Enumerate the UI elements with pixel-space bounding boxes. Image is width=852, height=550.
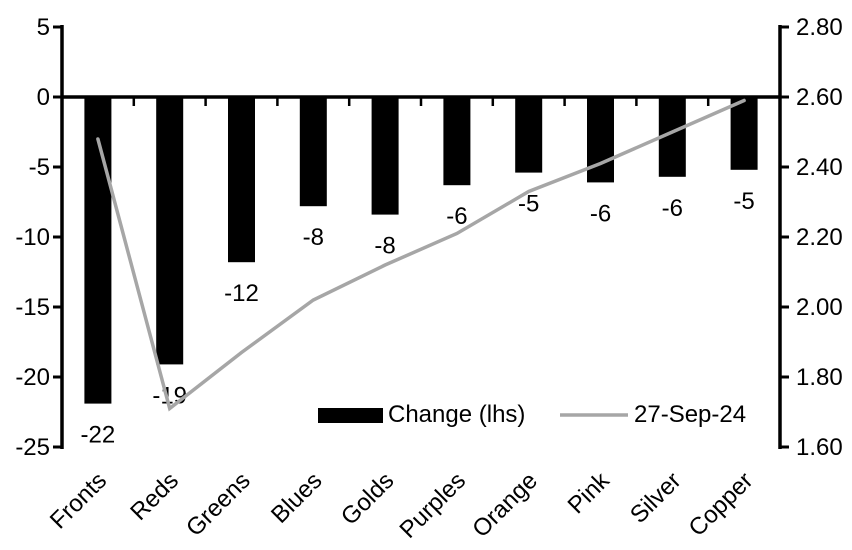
legend-label-change-lhs: Change (lhs) bbox=[388, 401, 525, 428]
category-label: Blues bbox=[266, 467, 328, 529]
right-axis-tick-label: 2.20 bbox=[796, 224, 843, 251]
category-label: Reds bbox=[125, 467, 184, 526]
bar-value-label: -6 bbox=[590, 200, 611, 227]
category-label: Silver bbox=[625, 467, 687, 529]
left-axis-tick-label: -15 bbox=[15, 294, 50, 321]
bar bbox=[587, 97, 614, 183]
bar-value-label: -5 bbox=[518, 191, 539, 218]
bar-value-label: -12 bbox=[224, 280, 259, 307]
bar bbox=[443, 97, 471, 186]
category-label: Copper bbox=[684, 467, 759, 542]
left-axis-tick-label: -5 bbox=[29, 154, 50, 181]
category-label: Orange bbox=[467, 467, 543, 543]
right-axis-tick-label: 2.00 bbox=[796, 294, 843, 321]
category-label: Golds bbox=[336, 467, 399, 530]
bar bbox=[730, 97, 758, 170]
right-axis-tick-label: 2.40 bbox=[796, 154, 843, 181]
bar bbox=[228, 97, 255, 263]
left-axis-tick-label: -10 bbox=[15, 224, 50, 251]
legend-bar-swatch bbox=[318, 408, 383, 423]
bar bbox=[156, 97, 184, 365]
bar-value-label: -6 bbox=[662, 195, 683, 222]
legend-label-27-sep-24: 27-Sep-24 bbox=[634, 401, 746, 428]
right-axis-tick-label: 1.60 bbox=[796, 434, 843, 461]
category-label: Purples bbox=[395, 467, 472, 544]
left-axis-tick-label: -25 bbox=[15, 434, 50, 461]
bar bbox=[515, 97, 543, 173]
bar bbox=[84, 97, 112, 404]
bar-value-label: -8 bbox=[374, 233, 395, 260]
bar-value-label: -6 bbox=[446, 203, 467, 230]
bar-value-label: -5 bbox=[733, 188, 754, 215]
line-series-27-sep-24 bbox=[96, 98, 746, 412]
right-axis-tick-label: 2.80 bbox=[796, 14, 843, 41]
right-axis-tick-label: 1.80 bbox=[796, 364, 843, 391]
bar-value-label: -8 bbox=[303, 224, 324, 251]
category-label: Pink bbox=[563, 466, 616, 519]
category-label: Fronts bbox=[45, 467, 112, 534]
left-axis-tick-label: -20 bbox=[15, 364, 50, 391]
left-axis-tick-label: 5 bbox=[37, 14, 50, 41]
left-axis-tick-label: 0 bbox=[37, 84, 50, 111]
right-axis-tick-label: 2.60 bbox=[796, 84, 843, 111]
category-label: Greens bbox=[181, 467, 256, 542]
bar bbox=[371, 97, 399, 215]
bar-value-label: -22 bbox=[81, 422, 116, 449]
bar bbox=[299, 97, 327, 207]
